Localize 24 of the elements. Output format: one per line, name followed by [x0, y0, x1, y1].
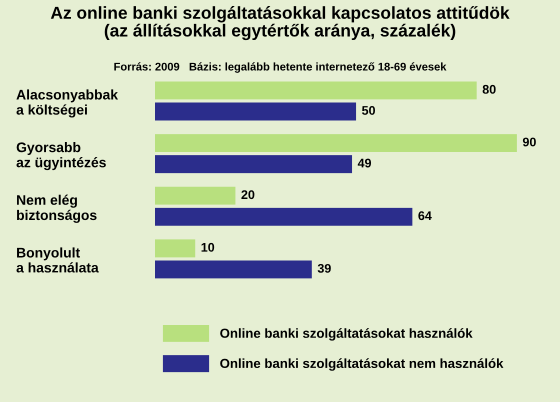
- data-label: 80: [482, 84, 496, 94]
- bar: [155, 134, 517, 152]
- data-label: 90: [522, 138, 536, 146]
- bar: [155, 81, 477, 100]
- y-tick-label: Bonyolult a használata: [16, 247, 99, 273]
- data-label: 50: [362, 106, 376, 115]
- data-label: 49: [358, 158, 372, 168]
- bar: [155, 239, 196, 258]
- chart-title: Az online banki szolgáltatásokkal kapcsolatos attitűdök (az állításokkal egytértők aránya, százalék): [50, 6, 510, 40]
- bar: [155, 102, 356, 120]
- bar: [155, 186, 236, 205]
- y-tick-label: Alacsonyabbak a költségei: [16, 89, 118, 118]
- data-label: 39: [318, 264, 331, 273]
- legend-label: Online banki szolgáltatásokat nem használók: [220, 358, 504, 371]
- data-label: 64: [418, 211, 432, 220]
- data-label: 20: [241, 190, 254, 200]
- legend-label: Online banki szolgáltatásokat használók: [220, 328, 473, 341]
- bar: [155, 155, 352, 174]
- bar: [155, 260, 312, 278]
- bar: [155, 208, 412, 226]
- data-label: 10: [202, 242, 214, 252]
- y-tick-label: Nem elég biztonságos: [17, 194, 97, 223]
- y-tick-label: Gyorsabb az ügyintézés: [16, 142, 106, 170]
- chart-subtitle: Forrás: 2009 Bázis: legalább hetente internetező 18-69 évesek: [114, 62, 446, 73]
